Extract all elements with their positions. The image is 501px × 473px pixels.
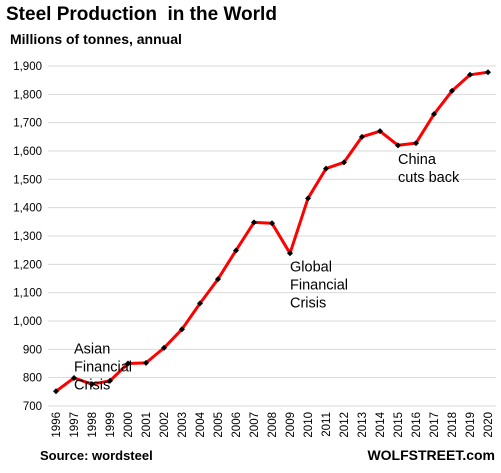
y-tick-label: 1,300 bbox=[13, 231, 42, 243]
x-tick-label: 2007 bbox=[249, 412, 261, 438]
x-tick-label: 2010 bbox=[303, 412, 315, 438]
data-point bbox=[125, 360, 131, 367]
x-tick-label: 2020 bbox=[483, 412, 495, 438]
x-tick-label: 1998 bbox=[87, 412, 99, 438]
data-point bbox=[413, 140, 419, 147]
y-tick-label: 900 bbox=[23, 344, 42, 356]
x-tick-label: 2016 bbox=[411, 412, 423, 438]
y-tick-label: 1,200 bbox=[13, 259, 42, 271]
data-point bbox=[395, 142, 401, 149]
data-point bbox=[449, 87, 455, 94]
data-point bbox=[107, 377, 113, 384]
x-tick-label: 2012 bbox=[339, 412, 351, 438]
data-point bbox=[71, 374, 77, 381]
data-point bbox=[161, 344, 167, 351]
x-tick-label: 2008 bbox=[267, 412, 279, 438]
annotations: Asian Financial Crisis Global Financial Crisi… bbox=[74, 152, 460, 394]
y-tick-label: 1,500 bbox=[13, 174, 42, 186]
y-tick-label: 1,400 bbox=[13, 203, 42, 215]
annotation-2-line: cuts back bbox=[398, 170, 460, 186]
x-tick-label: 2014 bbox=[375, 411, 387, 437]
data-point bbox=[197, 300, 203, 307]
annotation-1-line: Financial bbox=[290, 277, 348, 293]
data-point bbox=[467, 71, 473, 78]
x-tick-label: 1999 bbox=[105, 412, 117, 438]
y-tick-label: 1,700 bbox=[13, 118, 42, 130]
data-point bbox=[431, 111, 437, 118]
data-point bbox=[305, 195, 311, 202]
annotation-0-line: Crisis bbox=[74, 378, 110, 394]
x-tick-label: 2011 bbox=[321, 412, 333, 437]
data-point bbox=[89, 381, 95, 388]
data-point bbox=[53, 388, 59, 395]
annotation-1-line: Global bbox=[290, 259, 332, 275]
data-point bbox=[359, 133, 365, 140]
x-tick-label: 2001 bbox=[141, 412, 153, 438]
x-tick-label: 2005 bbox=[213, 412, 225, 438]
x-tick-label: 2018 bbox=[447, 412, 459, 438]
x-tick-label: 2019 bbox=[465, 412, 477, 438]
data-point bbox=[143, 359, 149, 366]
y-tick-label: 700 bbox=[23, 401, 42, 413]
data-point bbox=[341, 159, 347, 166]
data-point bbox=[287, 250, 293, 257]
x-tick-label: 2000 bbox=[123, 412, 135, 438]
data-point bbox=[251, 219, 257, 226]
annotation-2-line: China bbox=[398, 152, 437, 168]
x-tick-label: 2006 bbox=[231, 412, 243, 438]
annotation-0-line: Asian bbox=[74, 342, 110, 358]
grid-lines bbox=[48, 65, 496, 407]
y-tick-label: 1,000 bbox=[13, 316, 42, 328]
y-tick-label: 1,900 bbox=[13, 61, 42, 73]
annotation-1-line: Crisis bbox=[290, 295, 326, 311]
source-note: Source: wordsteel bbox=[40, 448, 153, 463]
x-tick-label: 1996 bbox=[51, 412, 63, 438]
y-axis-ticks: 700 800 900 1,000 1,100 1,200 1,300 1,400 1,500 1… bbox=[13, 61, 42, 413]
y-tick-label: 1,100 bbox=[13, 288, 42, 300]
data-point bbox=[179, 326, 185, 333]
annotation-0-line: Financial bbox=[74, 360, 132, 376]
x-axis-ticks: 1996 1997 1998 1999 2000 2001 2002 2003 2004 2005… bbox=[51, 411, 495, 437]
credit-label: WOLFSTREET.com bbox=[367, 447, 495, 463]
y-tick-label: 1,600 bbox=[13, 146, 42, 158]
y-tick-label: 800 bbox=[23, 373, 42, 385]
x-tick-label: 2002 bbox=[159, 412, 171, 438]
data-point bbox=[215, 276, 221, 283]
data-point bbox=[485, 69, 491, 76]
x-tick-label: 1997 bbox=[69, 412, 81, 438]
data-point bbox=[269, 220, 275, 227]
x-tick-label: 2003 bbox=[177, 412, 189, 438]
data-point bbox=[323, 165, 329, 172]
x-tick-label: 2013 bbox=[357, 412, 369, 438]
data-point bbox=[377, 128, 383, 135]
x-tick-label: 2009 bbox=[285, 412, 297, 438]
chart-title: Steel Production in the World bbox=[6, 4, 277, 25]
y-tick-label: 1,800 bbox=[13, 89, 42, 101]
data-point bbox=[233, 247, 239, 254]
x-tick-label: 2017 bbox=[429, 412, 441, 438]
x-tick-label: 2004 bbox=[195, 411, 207, 437]
chart-subtitle: Millions of tonnes, annual bbox=[10, 31, 182, 47]
series-production bbox=[53, 69, 491, 395]
x-tick-label: 2015 bbox=[393, 412, 405, 438]
series-line bbox=[55, 70, 489, 393]
